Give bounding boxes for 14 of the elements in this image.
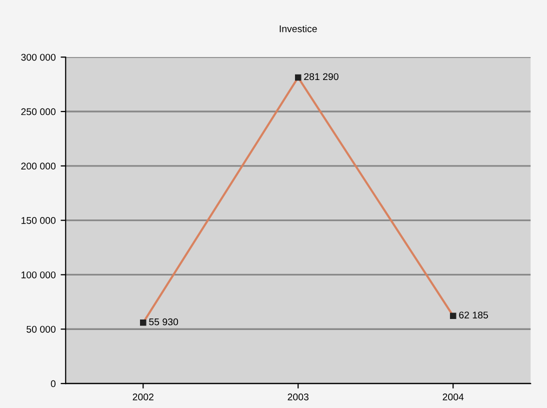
x-tick-label: 2003 [288,394,309,400]
x-tick-label: 2004 [442,394,464,400]
y-tick-label: 150 000 [22,217,56,224]
text: 62 185 [459,312,488,318]
y-tick-label: 300 000 [21,54,56,61]
y-tick-label: 200 000 [21,162,56,170]
y-tick-label: 100 000 [22,271,56,278]
y-tick-label: 0 [50,380,56,388]
y-tick-label: 50 000 [26,326,56,333]
text: 55 930 [149,318,178,326]
chart-title: Investice [280,25,317,32]
y-tick-label: 250 000 [21,108,56,116]
text: 281 290 [304,73,338,80]
x-tick-label: 2002 [132,394,154,400]
